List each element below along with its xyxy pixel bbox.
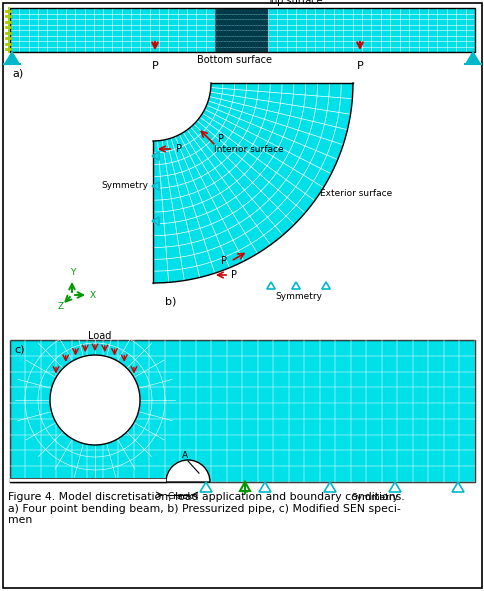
Bar — [10, 8, 474, 52]
Text: Crack: Crack — [167, 492, 193, 501]
Bar — [10, 478, 166, 482]
Polygon shape — [152, 83, 352, 283]
Text: X: X — [90, 291, 96, 300]
Text: P: P — [230, 270, 237, 280]
Bar — [10, 8, 474, 52]
Polygon shape — [5, 52, 18, 63]
Text: Interior surface: Interior surface — [213, 145, 283, 154]
Text: P: P — [221, 256, 227, 266]
Text: Symmetry: Symmetry — [101, 181, 148, 190]
Text: Exterior surface: Exterior surface — [319, 189, 391, 197]
Text: a): a) — [12, 68, 23, 78]
Text: Top surface: Top surface — [267, 0, 322, 6]
Text: P: P — [176, 144, 182, 154]
Wedge shape — [166, 460, 210, 482]
Text: Z: Z — [58, 302, 64, 311]
Text: P: P — [218, 134, 224, 144]
Text: Load: Load — [88, 331, 111, 341]
Text: Figure 4. Model discretisation, load application and boundary conditions.
a) Fou: Figure 4. Model discretisation, load app… — [8, 492, 404, 525]
Bar — [10, 340, 474, 482]
Bar — [214, 8, 268, 52]
Text: Symmetry: Symmetry — [275, 292, 322, 301]
Text: P: P — [356, 61, 363, 71]
Circle shape — [50, 355, 140, 445]
Text: A: A — [182, 451, 188, 460]
Text: c): c) — [14, 344, 25, 354]
Text: Y: Y — [70, 268, 76, 277]
Text: b): b) — [165, 297, 176, 307]
Polygon shape — [466, 52, 479, 63]
Text: P: P — [151, 61, 158, 71]
Text: Symmetry: Symmetry — [351, 493, 398, 502]
Text: Bottom surface: Bottom surface — [197, 55, 272, 65]
